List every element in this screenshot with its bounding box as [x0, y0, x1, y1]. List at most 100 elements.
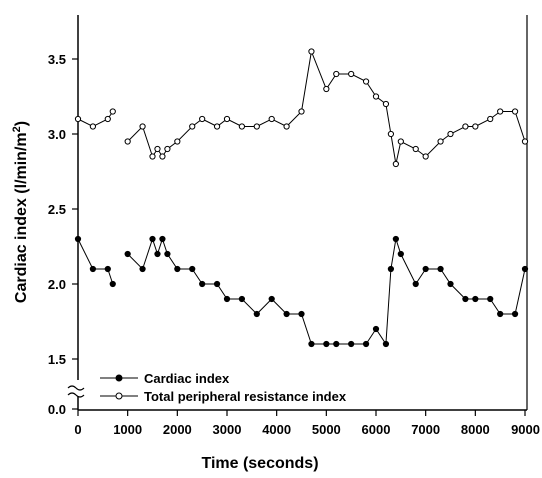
total-peripheral-resistance-index-point	[362, 78, 370, 85]
total-peripheral-resistance-index-point	[238, 123, 245, 130]
cardiac-index-point	[447, 280, 454, 288]
total-peripheral-resistance-index-point	[437, 138, 444, 145]
total-peripheral-resistance-index-point	[139, 123, 146, 130]
total-peripheral-resistance-index-point	[422, 153, 429, 160]
cardiac-index-line	[77, 238, 114, 285]
x-tick-label: 0	[74, 422, 81, 437]
total-peripheral-resistance-index-point	[109, 108, 116, 115]
total-peripheral-resistance-index-point	[223, 115, 231, 123]
total-peripheral-resistance-index-point	[199, 115, 206, 123]
cardiac-index-line	[127, 237, 526, 346]
total-peripheral-resistance-index-point	[89, 123, 97, 130]
x-tick-label: 2000	[163, 422, 192, 437]
cardiac-index-point	[109, 280, 116, 288]
legend-label-total-peripheral-resistance-index: Total peripheral resistance index	[144, 389, 347, 404]
cardiac-index-point	[139, 265, 146, 273]
cardiac-index-point	[382, 340, 390, 348]
total-peripheral-resistance-index-point	[521, 138, 529, 145]
y-tick-label: 1.5	[48, 352, 66, 367]
cardiac-index-point	[487, 295, 494, 303]
cardiac-index-point	[298, 310, 305, 318]
y-tick-label: 3.5	[48, 52, 66, 67]
cardiac-index-point	[124, 250, 131, 258]
total-peripheral-resistance-index-point	[298, 108, 305, 115]
cardiac-index-point	[174, 265, 181, 273]
legend-marker-cardiac-index	[115, 374, 123, 382]
total-peripheral-resistance-index-point	[124, 138, 131, 145]
series-cardiac-index	[74, 235, 529, 348]
y-axis-title-tail: )	[13, 121, 30, 126]
cardiac-index-point	[149, 235, 156, 243]
x-tick-label: 3000	[213, 422, 242, 437]
legend: Cardiac index Total peripheral resistanc…	[100, 371, 347, 404]
cardiac-index-point	[238, 295, 245, 303]
cardiac-index-point	[511, 310, 519, 318]
total-peripheral-resistance-index-point	[387, 130, 394, 138]
x-tick-label: 7000	[411, 422, 440, 437]
total-peripheral-resistance-index-point	[497, 108, 504, 115]
cardiac-index-point	[462, 295, 469, 303]
total-peripheral-resistance-index-point	[392, 160, 399, 168]
x-tick-label: 6000	[362, 422, 391, 437]
total-peripheral-resistance-index-point	[323, 85, 330, 93]
cardiac-index-point	[392, 235, 399, 243]
total-peripheral-resistance-index-point	[447, 130, 454, 138]
x-tick-label: 9000	[511, 422, 540, 437]
total-peripheral-resistance-index-point	[472, 123, 479, 130]
y-tick-label: 2.0	[48, 277, 66, 292]
total-peripheral-resistance-index-point	[397, 138, 404, 145]
axis-break-mark-top	[67, 385, 85, 391]
cardiac-index-point	[521, 265, 529, 273]
y-axis-title: Cardiac index (l/min/m2)	[11, 121, 30, 303]
total-peripheral-resistance-index-point	[213, 123, 221, 130]
cardiac-index-point	[333, 340, 340, 348]
cardiac-index-point	[348, 340, 355, 348]
total-peripheral-resistance-index-point	[487, 115, 494, 123]
total-peripheral-resistance-index-point	[348, 70, 355, 78]
total-peripheral-resistance-index-point	[333, 70, 340, 78]
total-peripheral-resistance-index-point	[154, 145, 161, 153]
x-tick-label: 8000	[461, 422, 490, 437]
cardiac-index-point	[372, 325, 380, 333]
y-tick-label: 2.5	[48, 202, 66, 217]
x-axis-ticks: 0 1000 2000 3000 4000 5000 6000 7000 8000 9000	[74, 410, 540, 437]
total-peripheral-resistance-index-point	[174, 138, 181, 145]
total-peripheral-resistance-index-point	[372, 93, 380, 100]
cardiac-index-point	[497, 310, 504, 318]
cardiac-index-point	[362, 340, 370, 348]
total-peripheral-resistance-index-line	[77, 111, 114, 128]
total-peripheral-resistance-index-point	[462, 123, 469, 130]
cardiac-index-point	[253, 310, 260, 318]
total-peripheral-resistance-index-point	[268, 115, 275, 123]
legend-marker-total-peripheral-resistance-index	[115, 392, 123, 400]
total-peripheral-resistance-index-point	[189, 123, 196, 130]
total-peripheral-resistance-index-point	[104, 115, 111, 123]
total-peripheral-resistance-index-point	[164, 145, 171, 153]
cardiac-index-point	[164, 250, 171, 258]
cardiac-index-point	[74, 235, 82, 243]
cardiac-index-point	[104, 265, 111, 273]
cardiac-index-point	[223, 295, 231, 303]
y-axis-ticks: 1.5 2.0 2.5 3.0 3.5 0.0	[48, 52, 78, 417]
cardiac-index-point	[89, 265, 97, 273]
plot-frame	[67, 15, 528, 411]
y-tick-label: 3.0	[48, 127, 66, 142]
cardiac-index-point	[472, 295, 479, 303]
y-tick-label-zero: 0.0	[48, 402, 66, 417]
total-peripheral-resistance-index-point	[159, 153, 166, 160]
total-peripheral-resistance-index-line	[127, 49, 526, 165]
total-peripheral-resistance-index-point	[149, 153, 156, 160]
cardiac-index-point	[283, 310, 290, 318]
axis-break-mark-bottom	[67, 392, 85, 398]
total-peripheral-resistance-index-point	[308, 48, 315, 55]
cardiac-index-point	[412, 280, 419, 288]
cardiac-index-point	[189, 265, 196, 273]
cardiac-index-point	[308, 340, 315, 348]
y-axis-title-superscript: 2	[11, 126, 23, 132]
legend-label-cardiac-index: Cardiac index	[144, 371, 230, 386]
x-tick-label: 4000	[262, 422, 291, 437]
total-peripheral-resistance-index-point	[74, 115, 82, 123]
cardiac-index-point	[323, 340, 330, 348]
cardiac-index-point	[397, 250, 404, 258]
